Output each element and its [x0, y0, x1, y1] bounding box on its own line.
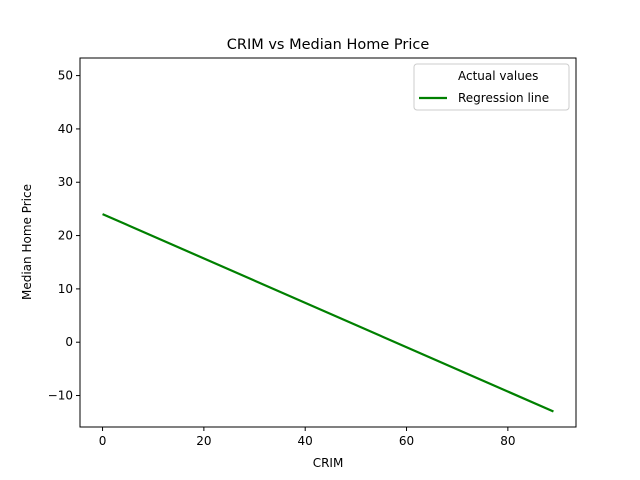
legend: Actual values Regression line: [413, 63, 570, 111]
legend-box: [413, 63, 570, 111]
x-tick-label: 20: [196, 434, 211, 448]
y-tick-label: 0: [65, 335, 73, 349]
y-tick-label: 10: [58, 282, 73, 296]
plot-area: [79, 57, 577, 428]
chart-title: CRIM vs Median Home Price: [227, 37, 430, 53]
y-tick-label: −10: [48, 389, 73, 403]
regression-line: [102, 213, 554, 413]
y-tick-label: 20: [58, 229, 73, 243]
x-tick-label: 60: [399, 434, 414, 448]
axis-ticks: 0 20 40 60 80 −10 0 10 20 30 40 50: [48, 69, 516, 448]
x-tick-label: 0: [99, 434, 107, 448]
y-tick-label: 40: [58, 122, 73, 136]
x-tick-label: 40: [298, 434, 313, 448]
plot-frame: [79, 57, 577, 428]
x-axis-label: CRIM: [313, 456, 344, 470]
x-tick-label: 80: [500, 434, 515, 448]
legend-marker-swatch: [430, 73, 436, 79]
legend-label: Regression line: [458, 91, 549, 105]
y-tick-label: 30: [58, 175, 73, 189]
y-axis-label: Median Home Price: [20, 184, 34, 300]
legend-label: Actual values: [458, 69, 538, 83]
y-tick-label: 50: [58, 69, 73, 83]
